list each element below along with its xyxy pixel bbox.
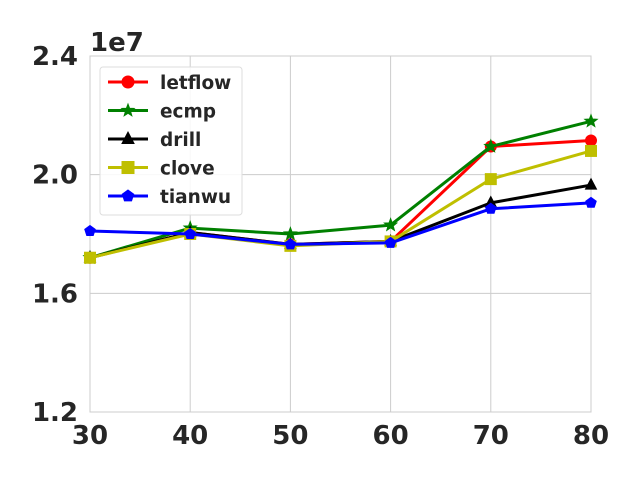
data-point-clove — [84, 251, 96, 264]
legend-label-ecmp: ecmp — [160, 102, 216, 123]
legend-label-drill: drill — [160, 130, 201, 151]
data-point-tianwu — [284, 238, 297, 250]
legend-marker-letflow — [121, 75, 135, 89]
data-point-tianwu — [184, 227, 197, 239]
legend-marker-drill — [121, 131, 135, 144]
legend-item-letflow: letflow — [108, 73, 231, 94]
series-line-tianwu — [89, 201, 592, 246]
data-point-drill — [584, 177, 598, 190]
y-tick-label: 1.2 — [32, 398, 78, 428]
data-point-clove — [585, 144, 597, 157]
data-point-letflow — [585, 134, 597, 147]
series-tianwu — [84, 196, 597, 250]
data-point-ecmp — [383, 217, 399, 232]
legend-box — [99, 66, 243, 216]
legend-marker-clove — [121, 161, 135, 174]
legend-marker-ecmp — [120, 102, 136, 117]
series-group — [82, 113, 599, 265]
legend: letflow ecmp drill clove tianwu — [99, 66, 243, 216]
data-point-tianwu — [84, 224, 96, 236]
y-tick-label: 2.0 — [32, 161, 78, 191]
y-tick-label: 1.6 — [32, 279, 78, 309]
legend-label-letflow: letflow — [160, 73, 231, 94]
data-point-ecmp — [583, 113, 599, 128]
x-tick-label: 70 — [473, 421, 509, 451]
x-tick-label: 80 — [573, 421, 609, 451]
legend-label-clove: clove — [160, 159, 215, 180]
legend-marker-tianwu — [121, 189, 135, 202]
legend-item-ecmp: ecmp — [108, 102, 216, 123]
x-tick-label: 40 — [172, 421, 208, 451]
x-tick-label: 60 — [373, 421, 409, 451]
data-point-clove — [484, 173, 497, 186]
legend-item-drill: drill — [108, 130, 201, 151]
y-scale-label: 1e7 — [90, 28, 144, 58]
legend-label-tianwu: tianwu — [160, 187, 231, 208]
data-point-tianwu — [484, 202, 497, 214]
x-tick-label: 30 — [72, 421, 108, 451]
data-point-tianwu — [585, 196, 597, 208]
x-tick-label: 50 — [272, 421, 308, 451]
y-tick-label: 2.4 — [32, 42, 78, 72]
data-point-tianwu — [384, 236, 397, 248]
legend-item-tianwu: tianwu — [108, 187, 231, 208]
data-point-ecmp — [483, 138, 499, 153]
legend-item-clove: clove — [108, 159, 215, 180]
data-point-ecmp — [282, 226, 298, 241]
